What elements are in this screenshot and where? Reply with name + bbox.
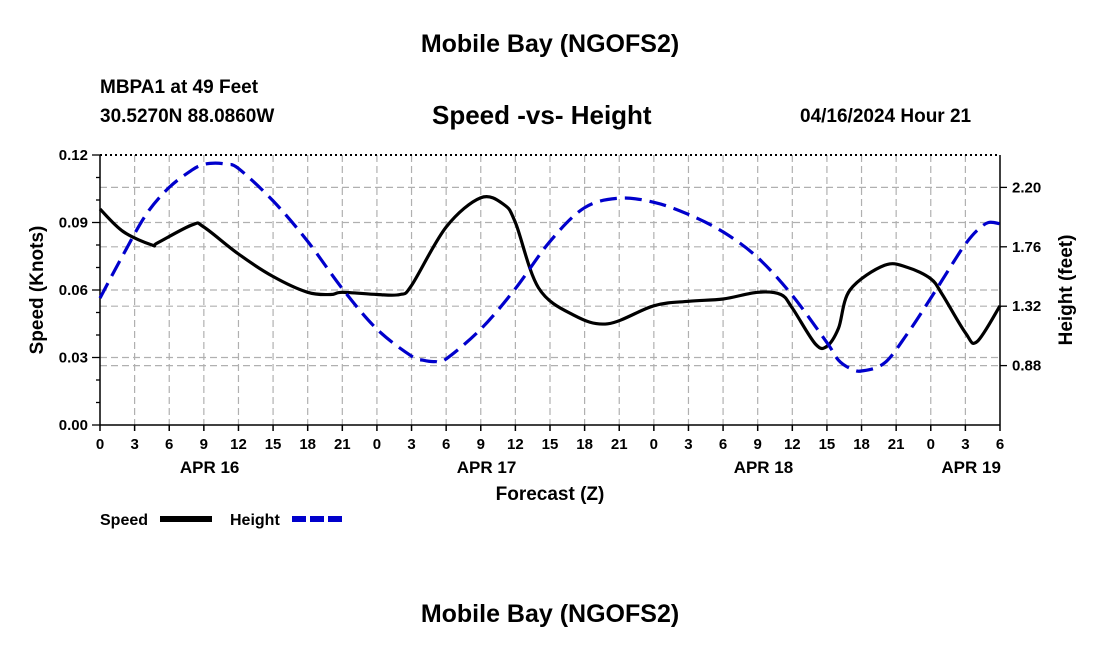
x-tick-label: 9 [200,436,208,453]
x-tick-label: 21 [334,436,351,453]
x-tick-label: 9 [754,436,762,453]
x-tick-label: 0 [650,436,658,453]
x-tick-label: 18 [299,436,316,453]
x-date-label: APR 18 [734,458,794,477]
y-right-tick-label: 1.76 [1012,239,1041,256]
x-tick-label: 21 [611,436,628,453]
x-tick-label: 12 [230,436,247,453]
x-tick-label: 9 [477,436,485,453]
x-tick-label: 15 [265,436,282,453]
x-tick-label: 6 [719,436,727,453]
x-date-label: APR 19 [941,458,1001,477]
station-coordinates: 30.5270N 88.0860W [100,106,275,127]
y-right-tick-label: 2.20 [1012,179,1041,196]
legend-height-label: Height [230,512,280,529]
y-left-axis-title: Speed (Knots) [27,226,48,355]
x-axis-title: Forecast (Z) [496,484,605,505]
speed-series-line [98,195,1002,351]
y-left-tick-label: 0.03 [59,350,88,367]
main-title: Mobile Bay (NGOFS2) [420,30,680,58]
forecast-date: 04/16/2024 Hour 21 [800,106,972,127]
x-tick-label: 3 [684,436,692,453]
x-date-label: APR 17 [457,458,517,477]
y-right-axis-title: Height (feet) [1056,235,1077,346]
y-right-tick-label: 0.88 [1012,358,1041,375]
footer-title: Mobile Bay (NGOFS2) [420,600,680,628]
x-tick-label: 3 [407,436,415,453]
x-tick-label: 0 [927,436,935,453]
x-tick-label: 12 [784,436,801,453]
x-tick-label: 0 [96,436,104,453]
x-tick-label: 15 [819,436,836,453]
height-series-line [98,161,1001,373]
x-tick-label: 3 [961,436,969,453]
y-left-tick-label: 0.12 [59,147,88,164]
x-tick-label: 12 [507,436,524,453]
x-tick-label: 6 [165,436,173,453]
x-tick-label: 15 [542,436,559,453]
x-tick-label: 18 [853,436,870,453]
y-right-tick-label: 1.32 [1012,298,1041,315]
y-left-tick-label: 0.00 [59,417,88,434]
x-tick-label: 6 [442,436,450,453]
plot-title: Speed -vs- Height [432,100,652,130]
x-tick-label: 6 [996,436,1004,453]
x-tick-label: 3 [130,436,138,453]
y-left-tick-label: 0.06 [59,282,88,299]
legend-speed-label: Speed [100,512,148,529]
y-left-tick-label: 0.09 [59,215,88,232]
station-name: MBPA1 at 49 Feet [100,77,259,98]
x-tick-label: 0 [373,436,381,453]
x-date-label: APR 16 [180,458,240,477]
x-tick-label: 21 [888,436,905,453]
x-tick-label: 18 [576,436,593,453]
